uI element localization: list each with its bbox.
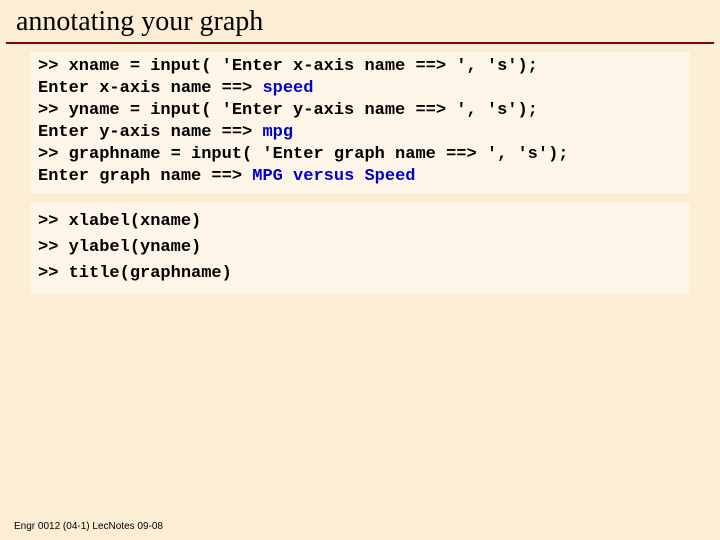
code-line: Enter graph name ==> MPG versus Speed: [38, 166, 682, 188]
user-input: speed: [262, 79, 313, 98]
code-line: >> xlabel(xname): [38, 209, 682, 235]
code-line: >> xname = input( 'Enter x-axis name ==>…: [38, 56, 682, 78]
user-input: mpg: [262, 123, 293, 142]
code-line: >> graphname = input( 'Enter graph name …: [38, 144, 682, 166]
code-line: >> yname = input( 'Enter y-axis name ==>…: [38, 100, 682, 122]
code-line: Enter x-axis name ==> speed: [38, 78, 682, 100]
code-block-input-prompts: >> xname = input( 'Enter x-axis name ==>…: [30, 52, 690, 193]
slide-title: annotating your graph: [6, 0, 714, 44]
code-line: >> title(graphname): [38, 261, 682, 287]
code-line: >> ylabel(yname): [38, 235, 682, 261]
code-block-commands: >> xlabel(xname) >> ylabel(yname) >> tit…: [30, 203, 690, 294]
footer-text: Engr 0012 (04-1) LecNotes 09-08: [14, 521, 163, 532]
code-line: Enter y-axis name ==> mpg: [38, 122, 682, 144]
user-input: MPG versus Speed: [252, 167, 415, 186]
